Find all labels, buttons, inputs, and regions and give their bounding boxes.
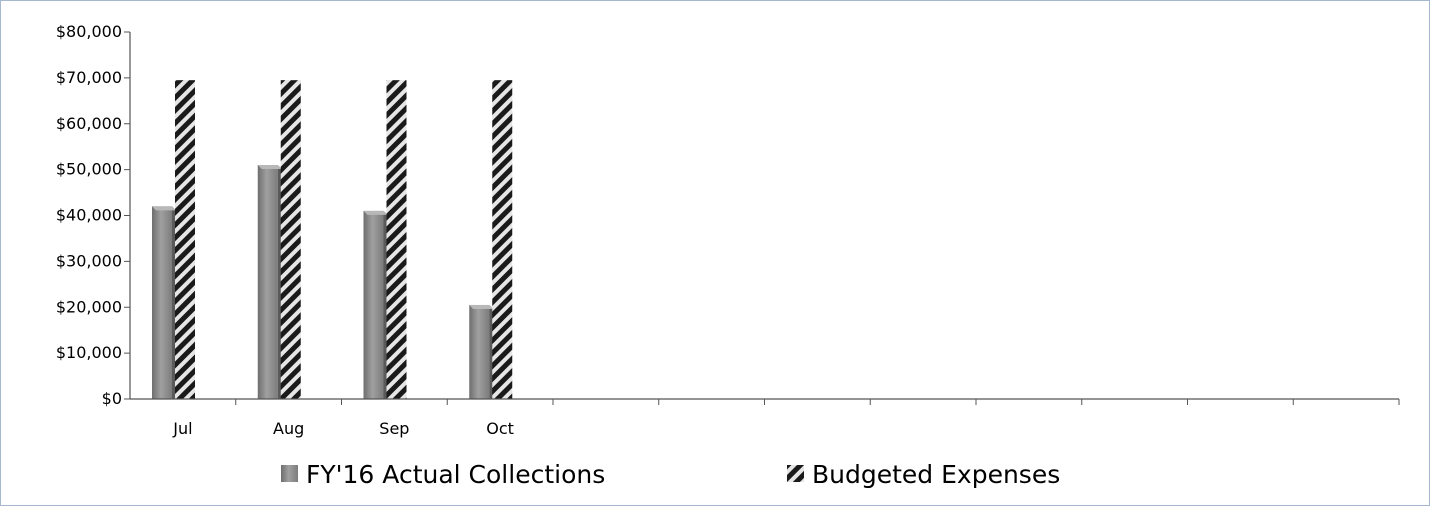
x-tick-label: Aug (273, 419, 304, 438)
bars (152, 80, 513, 399)
bar-collections (363, 210, 388, 399)
y-tick-label: $30,000 (56, 251, 122, 270)
x-tick-label: Oct (486, 419, 514, 438)
x-tick-label: Sep (379, 419, 409, 438)
y-tick-label: $20,000 (56, 297, 122, 316)
legend: FY'16 Actual Collections Budgeted Expens… (281, 460, 1060, 489)
bar-collections (257, 165, 282, 399)
bar-collections (469, 304, 494, 399)
legend-swatch-collections (281, 465, 298, 482)
y-tick-label: $50,000 (56, 160, 122, 179)
y-tick-label: $40,000 (56, 206, 122, 225)
x-tick-label: Jul (172, 419, 192, 438)
legend-item-budget: Budgeted Expenses (787, 460, 1060, 489)
axes (124, 31, 1400, 405)
bar-budget (175, 80, 195, 399)
x-tick-labels: Jul Aug Sep Oct (172, 419, 514, 438)
bar-budget (280, 80, 301, 399)
legend-label-budget: Budgeted Expenses (812, 460, 1060, 489)
legend-label-collections: FY'16 Actual Collections (306, 460, 605, 489)
y-tick-label: $10,000 (56, 343, 122, 362)
legend-swatch-budget (787, 465, 804, 482)
y-tick-label: $0 (102, 389, 122, 408)
y-tick-labels: $0 $10,000 $20,000 $30,000 $40,000 $50,000 $60… (56, 22, 122, 408)
bar-budget (386, 80, 407, 399)
y-tick-label: $70,000 (56, 68, 122, 87)
bar-collections (152, 206, 176, 399)
y-tick-label: $60,000 (56, 114, 122, 133)
legend-item-collections: FY'16 Actual Collections (281, 460, 605, 489)
y-tick-label: $80,000 (56, 22, 122, 41)
bar-budget (492, 80, 513, 399)
